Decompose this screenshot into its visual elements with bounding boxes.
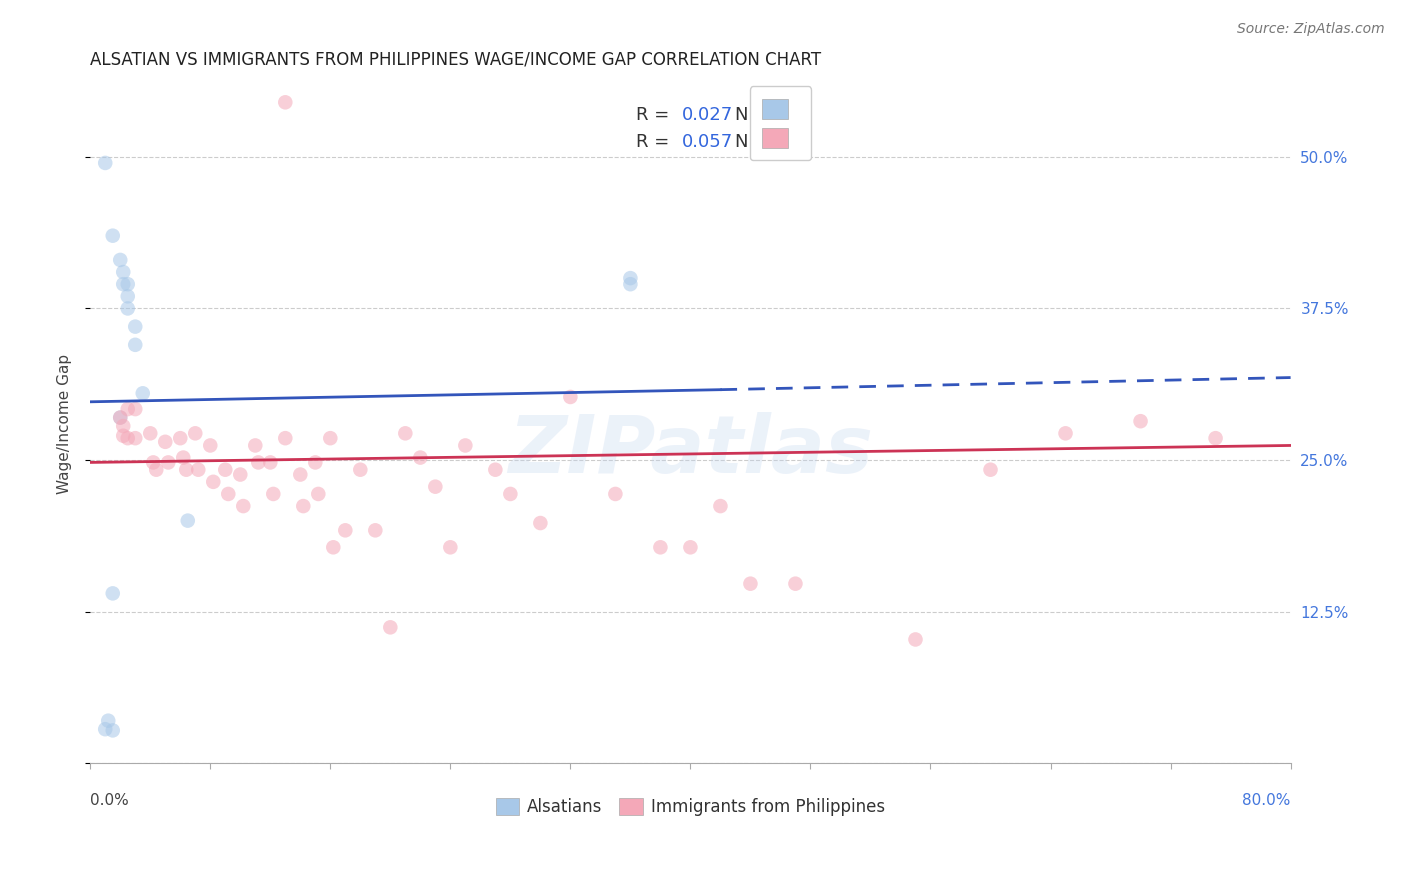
Point	[229, 467, 252, 482]
Point	[145, 463, 167, 477]
Point	[117, 431, 139, 445]
Point	[259, 455, 281, 469]
Point	[124, 338, 146, 352]
Point	[322, 541, 344, 555]
Legend: Alsatians, Immigrants from Philippines: Alsatians, Immigrants from Philippines	[489, 791, 891, 822]
Text: Source: ZipAtlas.com: Source: ZipAtlas.com	[1237, 22, 1385, 37]
Point	[335, 524, 357, 538]
Point	[307, 487, 329, 501]
Point	[217, 487, 239, 501]
Point	[605, 487, 627, 501]
Point	[245, 438, 267, 452]
Point	[117, 289, 139, 303]
Point	[132, 386, 155, 401]
Point	[619, 271, 641, 285]
Text: 0.027: 0.027	[682, 105, 734, 124]
Point	[247, 455, 270, 469]
Text: 0.0%: 0.0%	[90, 794, 129, 808]
Point	[1129, 414, 1152, 428]
Point	[174, 463, 197, 477]
Point	[274, 431, 297, 445]
Point	[740, 576, 762, 591]
Text: R =: R =	[637, 133, 675, 151]
Y-axis label: Wage/Income Gap: Wage/Income Gap	[58, 353, 72, 493]
Point	[679, 541, 702, 555]
Point	[785, 576, 807, 591]
Point	[364, 524, 387, 538]
Point	[709, 499, 731, 513]
Point	[439, 541, 461, 555]
Text: ZIPatlas: ZIPatlas	[508, 412, 873, 490]
Point	[292, 499, 315, 513]
Point	[94, 156, 117, 170]
Point	[1054, 426, 1077, 441]
Point	[155, 434, 177, 449]
Point	[200, 438, 222, 452]
Point	[290, 467, 312, 482]
Point	[454, 438, 477, 452]
Point	[117, 277, 139, 292]
Point	[202, 475, 225, 489]
Point	[124, 431, 146, 445]
Point	[110, 252, 132, 267]
Text: 19: 19	[775, 105, 797, 124]
Point	[169, 431, 191, 445]
Point	[124, 319, 146, 334]
Point	[214, 463, 236, 477]
Point	[529, 516, 551, 530]
Point	[319, 431, 342, 445]
Point	[177, 514, 200, 528]
Text: 0.057: 0.057	[682, 133, 734, 151]
Point	[110, 410, 132, 425]
Text: R =: R =	[637, 105, 675, 124]
Point	[172, 450, 194, 465]
Point	[157, 455, 180, 469]
Point	[142, 455, 165, 469]
Text: N =: N =	[735, 105, 775, 124]
Point	[380, 620, 402, 634]
Point	[187, 463, 209, 477]
Point	[184, 426, 207, 441]
Point	[112, 419, 135, 434]
Point	[97, 714, 120, 728]
Text: 80.0%: 80.0%	[1243, 794, 1291, 808]
Point	[484, 463, 506, 477]
Text: ALSATIAN VS IMMIGRANTS FROM PHILIPPINES WAGE/INCOME GAP CORRELATION CHART: ALSATIAN VS IMMIGRANTS FROM PHILIPPINES …	[90, 51, 821, 69]
Point	[499, 487, 522, 501]
Point	[1205, 431, 1227, 445]
Point	[124, 402, 146, 417]
Point	[101, 228, 124, 243]
Point	[101, 586, 124, 600]
Point	[349, 463, 371, 477]
Point	[117, 301, 139, 316]
Point	[112, 277, 135, 292]
Point	[94, 722, 117, 736]
Point	[232, 499, 254, 513]
Point	[979, 463, 1001, 477]
Point	[117, 402, 139, 417]
Point	[112, 265, 135, 279]
Point	[262, 487, 284, 501]
Point	[904, 632, 927, 647]
Point	[619, 277, 641, 292]
Point	[274, 95, 297, 110]
Point	[409, 450, 432, 465]
Text: N =: N =	[735, 133, 775, 151]
Point	[304, 455, 326, 469]
Point	[560, 390, 582, 404]
Point	[425, 480, 447, 494]
Point	[394, 426, 416, 441]
Text: 59: 59	[775, 133, 797, 151]
Point	[110, 410, 132, 425]
Point	[139, 426, 162, 441]
Point	[112, 429, 135, 443]
Point	[101, 723, 124, 738]
Point	[650, 541, 672, 555]
